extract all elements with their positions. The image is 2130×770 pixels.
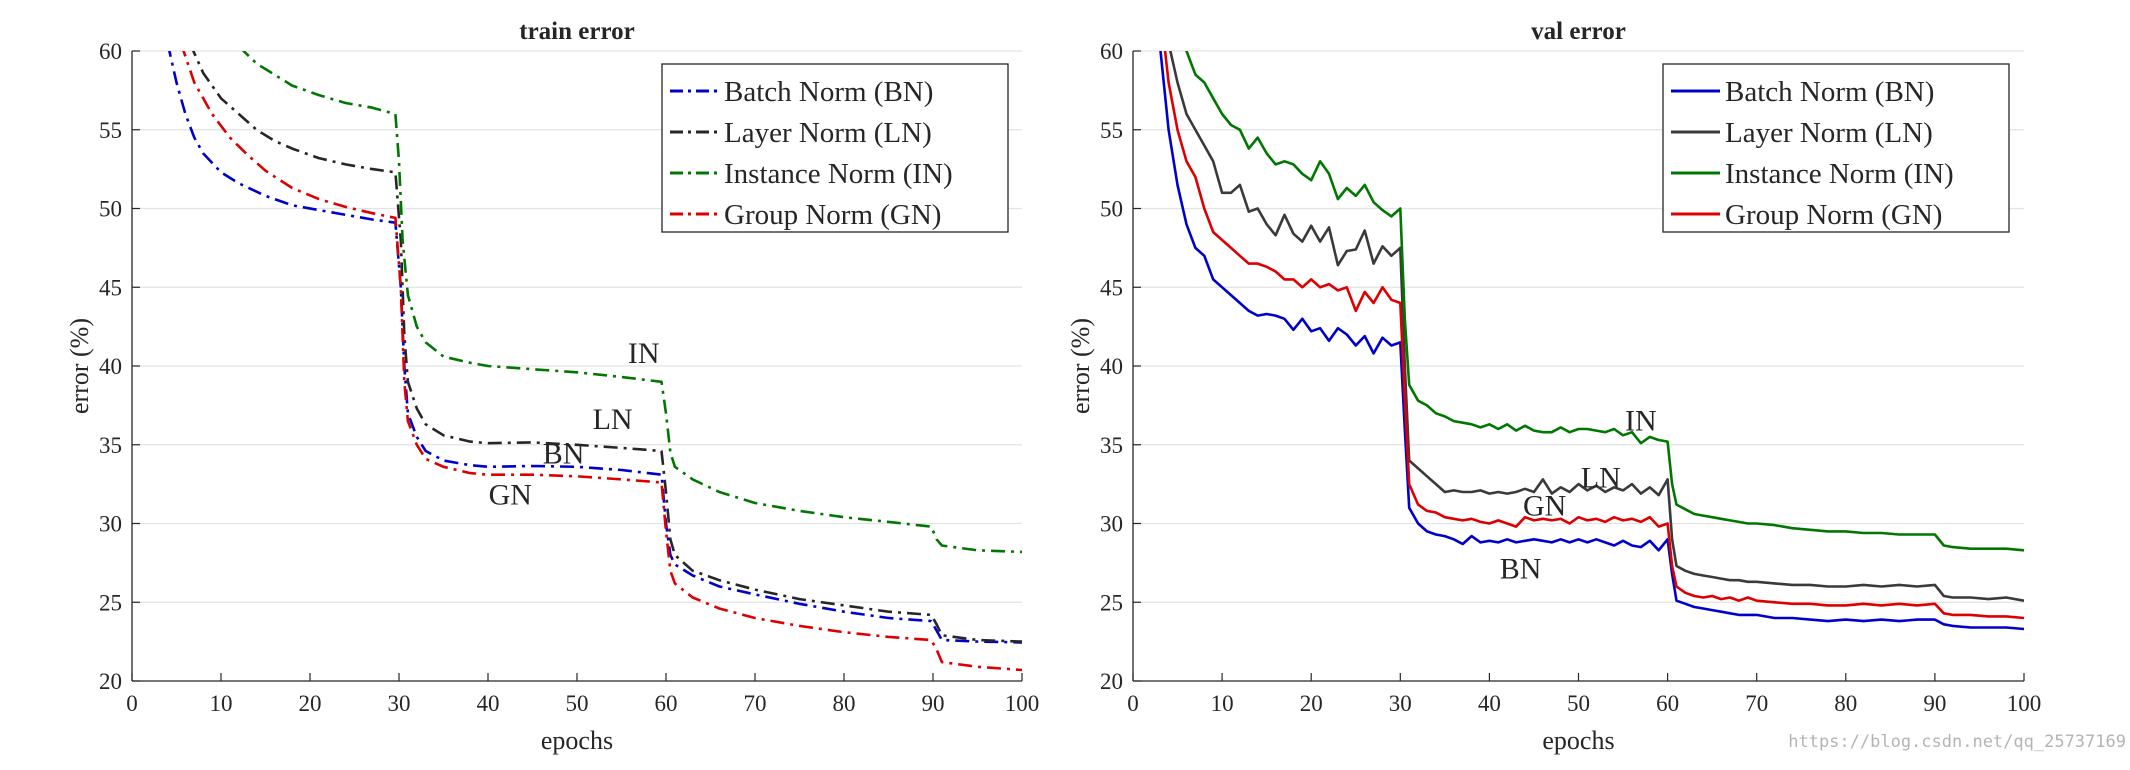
y-tick-label: 20 <box>1100 669 1123 694</box>
legend-label: Batch Norm (BN) <box>1725 76 1934 108</box>
y-tick-label: 35 <box>1100 433 1123 458</box>
x-tick-label: 70 <box>1745 691 1768 716</box>
y-tick-label: 40 <box>1100 354 1123 379</box>
legend-label: Layer Norm (LN) <box>724 117 932 149</box>
x-tick-label: 60 <box>655 691 678 716</box>
x-tick-label: 50 <box>566 691 589 716</box>
x-tick-label: 30 <box>388 691 411 716</box>
x-tick-label: 100 <box>1005 691 1040 716</box>
annotation-in: IN <box>1625 405 1657 438</box>
chart-title: val error <box>1531 18 1626 45</box>
chart-panel-1: 0 10 20 30 40 50 60 70 80 90 100 20 25 30 35 40 45 50 55 60… <box>65 18 1039 755</box>
y-tick-label: 25 <box>1100 590 1123 615</box>
x-tick-label: 40 <box>477 691 500 716</box>
legend-label: Batch Norm (BN) <box>724 76 933 108</box>
annotation-gn: GN <box>1523 490 1566 523</box>
series-line-instance-norm-in <box>241 51 1022 554</box>
x-tick-label: 40 <box>1478 691 1501 716</box>
x-tick-label: 80 <box>833 691 856 716</box>
y-tick-label: 60 <box>99 39 122 64</box>
chart-title: train error <box>519 18 634 45</box>
series-line-group-norm-gn <box>182 51 1022 672</box>
annotation-bn: BN <box>543 438 585 471</box>
watermark: https://blog.csdn.net/qq_25737169 <box>1788 732 2126 752</box>
y-tick-label: 30 <box>1100 512 1123 537</box>
chart-panel-2: 0 10 20 30 40 50 60 70 80 90 100 20 25 30 35 40 45 50 55 60… <box>1066 18 2041 755</box>
y-tick-label: 45 <box>1100 275 1123 300</box>
series-line-group-norm-gn <box>1163 51 2024 620</box>
series-lines <box>1159 51 2024 631</box>
x-tick-label: 90 <box>922 691 945 716</box>
y-tick-label: 40 <box>99 354 122 379</box>
annotation-ln: LN <box>1581 461 1621 494</box>
x-axis-label: epochs <box>1542 726 1614 755</box>
legend: Batch Norm (BN) Layer Norm (LN) Instance N… <box>661 63 1009 233</box>
x-tick-label: 20 <box>1300 691 1323 716</box>
annotation-gn: GN <box>489 479 532 512</box>
y-axis-label: error (%) <box>1066 318 1095 414</box>
legend-label: Layer Norm (LN) <box>1725 117 1933 149</box>
legend-box <box>1662 63 2010 233</box>
y-tick-label: 20 <box>99 669 122 694</box>
annotation-ln: LN <box>593 403 633 436</box>
series-line-layer-norm-ln <box>191 51 1022 643</box>
y-axis-label: error (%) <box>65 318 94 414</box>
series-lines <box>168 51 1022 672</box>
y-tick-label: 60 <box>1100 39 1123 64</box>
series-line-batch-norm-bn <box>1159 51 2024 631</box>
annotation-in: IN <box>628 337 660 370</box>
y-tick-label: 55 <box>99 118 122 143</box>
y-tick-label: 45 <box>99 275 122 300</box>
x-tick-label: 90 <box>1923 691 1946 716</box>
x-tick-label: 0 <box>1127 691 1139 716</box>
x-tick-label: 10 <box>1211 691 1234 716</box>
y-tick-label: 50 <box>99 197 122 222</box>
series-line-instance-norm-in <box>1185 51 2024 552</box>
series-line-layer-norm-ln <box>1169 51 2024 602</box>
x-tick-label: 80 <box>1834 691 1857 716</box>
x-tick-label: 10 <box>210 691 233 716</box>
x-tick-label: 70 <box>744 691 767 716</box>
x-tick-label: 50 <box>1567 691 1590 716</box>
y-tick-label: 55 <box>1100 118 1123 143</box>
y-tick-label: 50 <box>1100 197 1123 222</box>
y-tick-label: 25 <box>99 590 122 615</box>
x-tick-label: 30 <box>1389 691 1412 716</box>
legend: Batch Norm (BN) Layer Norm (LN) Instance N… <box>1662 63 2010 233</box>
y-tick-label: 30 <box>99 512 122 537</box>
y-tick-label: 35 <box>99 433 122 458</box>
legend-label: Group Norm (GN) <box>1725 199 1942 231</box>
x-tick-label: 0 <box>126 691 138 716</box>
legend-label: Instance Norm (IN) <box>1725 158 1954 190</box>
legend-label: Group Norm (GN) <box>724 199 941 231</box>
x-axis-label: epochs <box>541 726 613 755</box>
legend-box <box>661 63 1009 233</box>
annotation-bn: BN <box>1500 553 1542 586</box>
series-line-batch-norm-bn <box>168 51 1022 644</box>
x-tick-label: 100 <box>2007 691 2042 716</box>
x-tick-label: 20 <box>299 691 322 716</box>
x-tick-label: 60 <box>1656 691 1679 716</box>
legend-label: Instance Norm (IN) <box>724 158 953 190</box>
